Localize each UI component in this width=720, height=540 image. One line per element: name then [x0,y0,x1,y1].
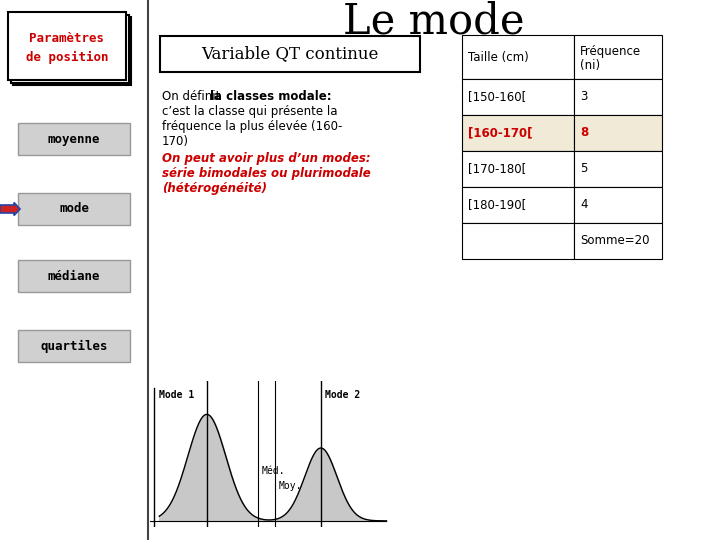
Bar [18,123,130,155]
Text: 5: 5 [580,163,588,176]
Text: On définit: On définit [162,90,224,103]
Text: Le mode: Le mode [343,1,525,43]
Text: c’est la classe qui présente la: c’est la classe qui présente la [162,105,338,118]
Text: quartiles: quartiles [40,340,108,353]
Text: médiane: médiane [48,269,100,282]
Bar [574,223,662,259]
Bar [462,79,574,115]
Text: Variable QT continue: Variable QT continue [202,45,379,63]
Bar [574,115,662,151]
Bar [18,260,130,292]
Text: Taille (cm): Taille (cm) [468,51,528,64]
Bar [462,187,574,223]
Bar [462,223,574,259]
Bar [574,79,662,115]
Text: (ni): (ni) [580,58,600,71]
Text: Mode 1: Mode 1 [159,389,194,400]
Bar [160,36,420,72]
Text: On peut avoir plus d’un modes:: On peut avoir plus d’un modes: [162,152,371,165]
Text: Somme=20: Somme=20 [580,234,649,247]
Bar [574,151,662,187]
Text: moyenne: moyenne [48,132,100,145]
Text: (hétérogénéité): (hétérogénéité) [162,182,267,195]
Text: Mode 2: Mode 2 [325,389,360,400]
Bar [8,12,126,80]
Text: [180-190[: [180-190[ [468,199,526,212]
Text: [150-160[: [150-160[ [468,91,526,104]
Text: la classes modale:: la classes modale: [210,90,332,103]
Bar [13,17,131,85]
Text: Paramètres
de position: Paramètres de position [26,32,108,64]
Text: 3: 3 [580,91,588,104]
Bar [574,187,662,223]
Bar [18,193,130,225]
Text: Fréquence: Fréquence [580,45,641,58]
Text: [160-170[: [160-170[ [468,126,533,139]
Text: 4: 4 [580,199,588,212]
Bar [462,115,574,151]
Bar [462,151,574,187]
Text: Méd.: Méd. [262,466,285,476]
Bar [574,35,662,79]
Text: Moy.: Moy. [279,482,302,491]
Text: mode: mode [59,202,89,215]
Text: série bimodales ou plurimodale: série bimodales ou plurimodale [162,167,371,180]
Bar [18,330,130,362]
Text: [170-180[: [170-180[ [468,163,526,176]
Bar [11,15,129,83]
Bar [462,35,574,79]
FancyArrow shape [0,202,20,215]
Text: 170): 170) [162,135,189,148]
Text: 8: 8 [580,126,588,139]
Text: fréquence la plus élevée (160-: fréquence la plus élevée (160- [162,120,343,133]
